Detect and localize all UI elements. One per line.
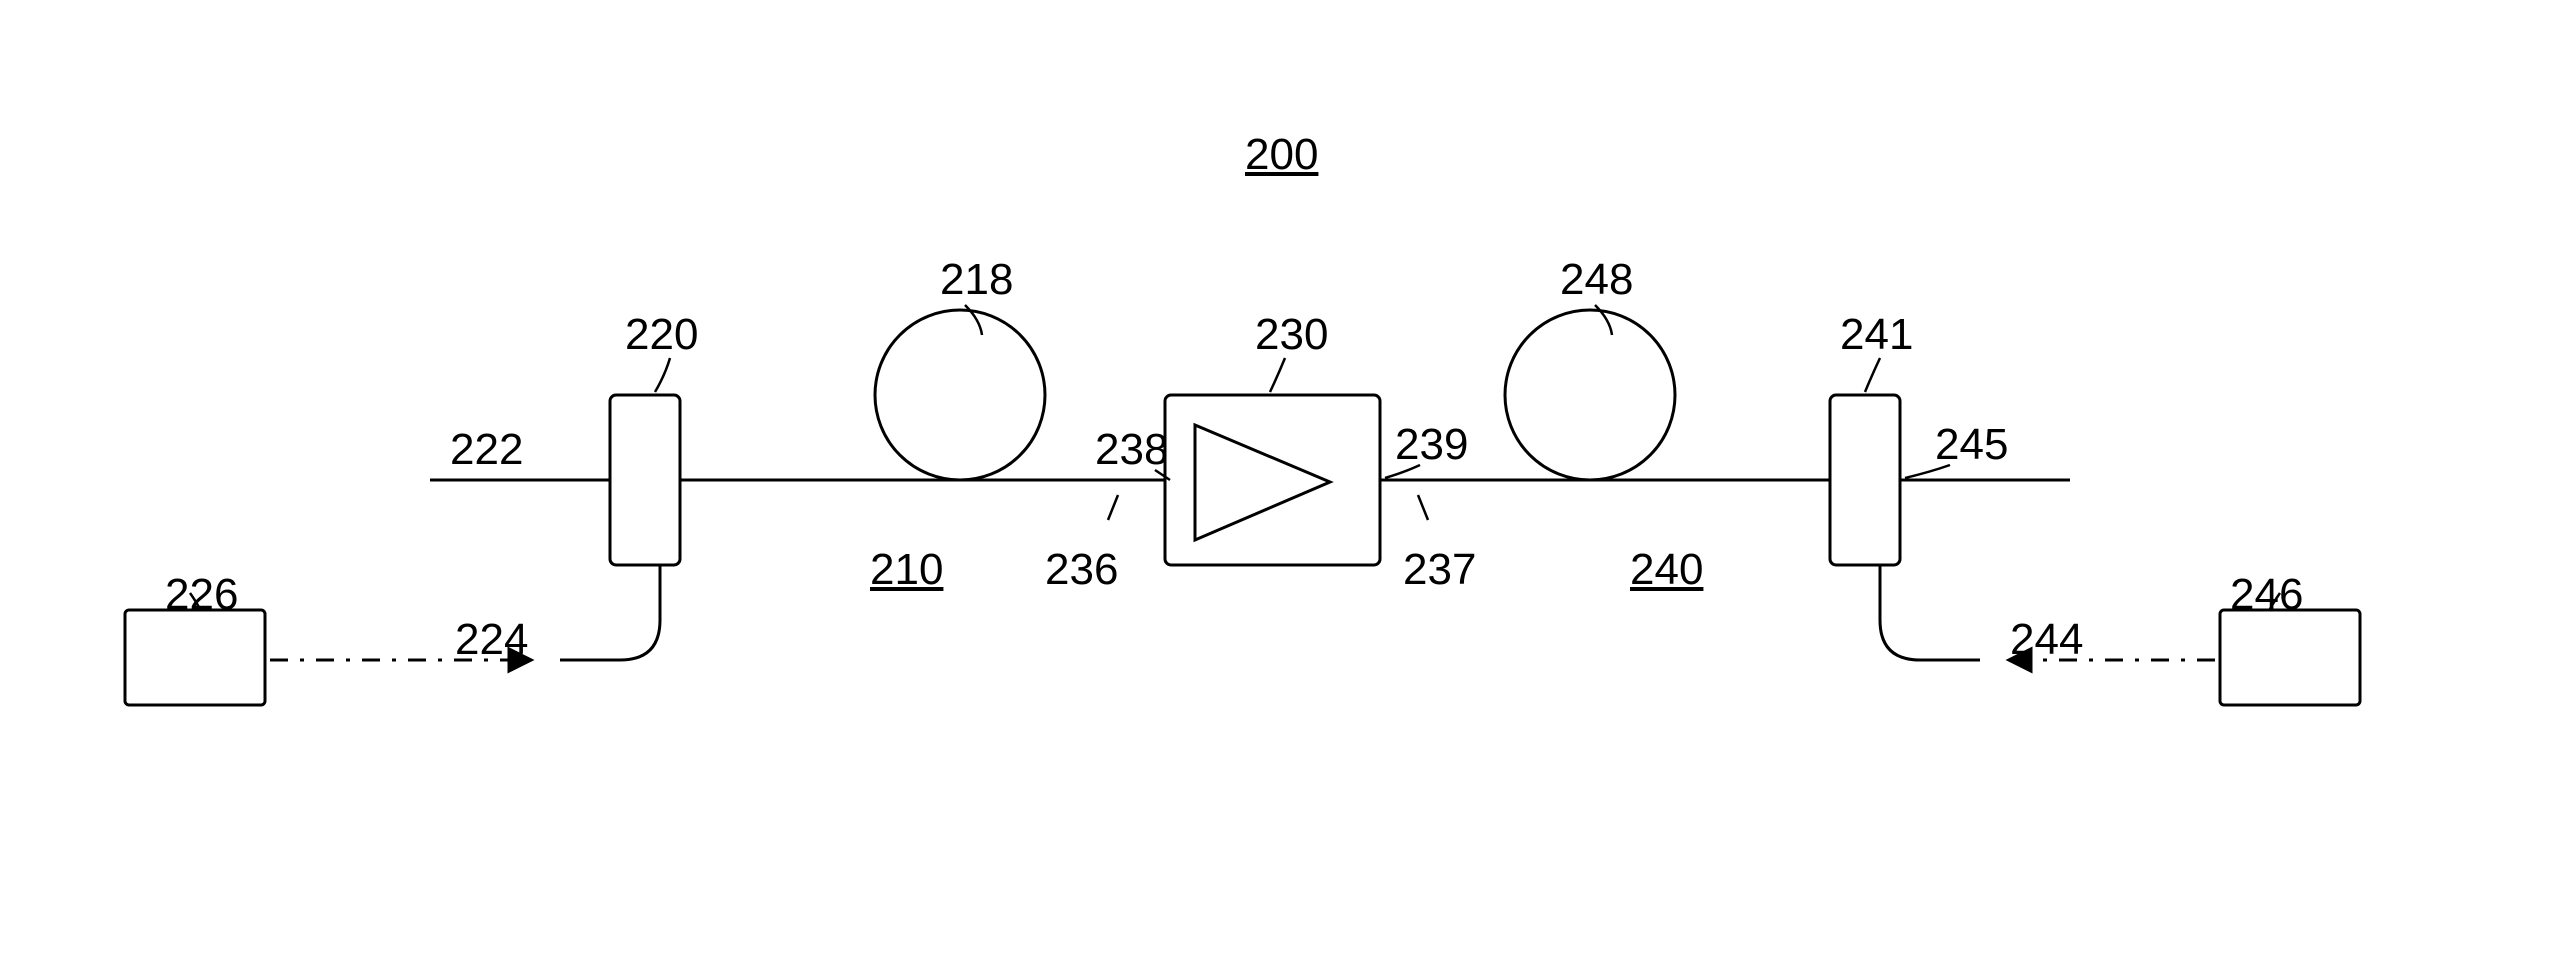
coupler-right <box>1830 395 1900 565</box>
ref-label-239: 239 <box>1395 420 1468 470</box>
fiber-coil-right-icon <box>1505 310 1675 480</box>
ref-label-246: 246 <box>2230 570 2303 620</box>
leader-ld241 <box>1865 358 1880 392</box>
ref-label-240: 240 <box>1630 545 1703 595</box>
leader-ld220 <box>655 358 670 392</box>
ref-label-226: 226 <box>165 570 238 620</box>
ref-label-236: 236 <box>1045 545 1118 595</box>
source-box-left <box>125 610 265 705</box>
leader-ld237_tick <box>1418 495 1428 520</box>
ref-label-245: 245 <box>1935 420 2008 470</box>
coupler-left <box>610 395 680 565</box>
tap_right <box>1880 565 1980 660</box>
leader-ld230 <box>1270 358 1285 392</box>
ref-label-230: 230 <box>1255 310 1328 360</box>
ref-label-218: 218 <box>940 255 1013 305</box>
ref-label-220: 220 <box>625 310 698 360</box>
ref-label-241: 241 <box>1840 310 1913 360</box>
ref-label-200: 200 <box>1245 130 1318 180</box>
ref-label-244: 244 <box>2010 615 2083 665</box>
ref-label-248: 248 <box>1560 255 1633 305</box>
ref-label-237: 237 <box>1403 545 1476 595</box>
tap_left <box>560 565 660 660</box>
leader-ld236_tick <box>1108 495 1118 520</box>
source-box-right <box>2220 610 2360 705</box>
ref-label-210: 210 <box>870 545 943 595</box>
ref-label-238: 238 <box>1095 425 1168 475</box>
fiber-coil-left-icon <box>875 310 1045 480</box>
ref-label-224: 224 <box>455 615 528 665</box>
ref-label-222: 222 <box>450 425 523 475</box>
